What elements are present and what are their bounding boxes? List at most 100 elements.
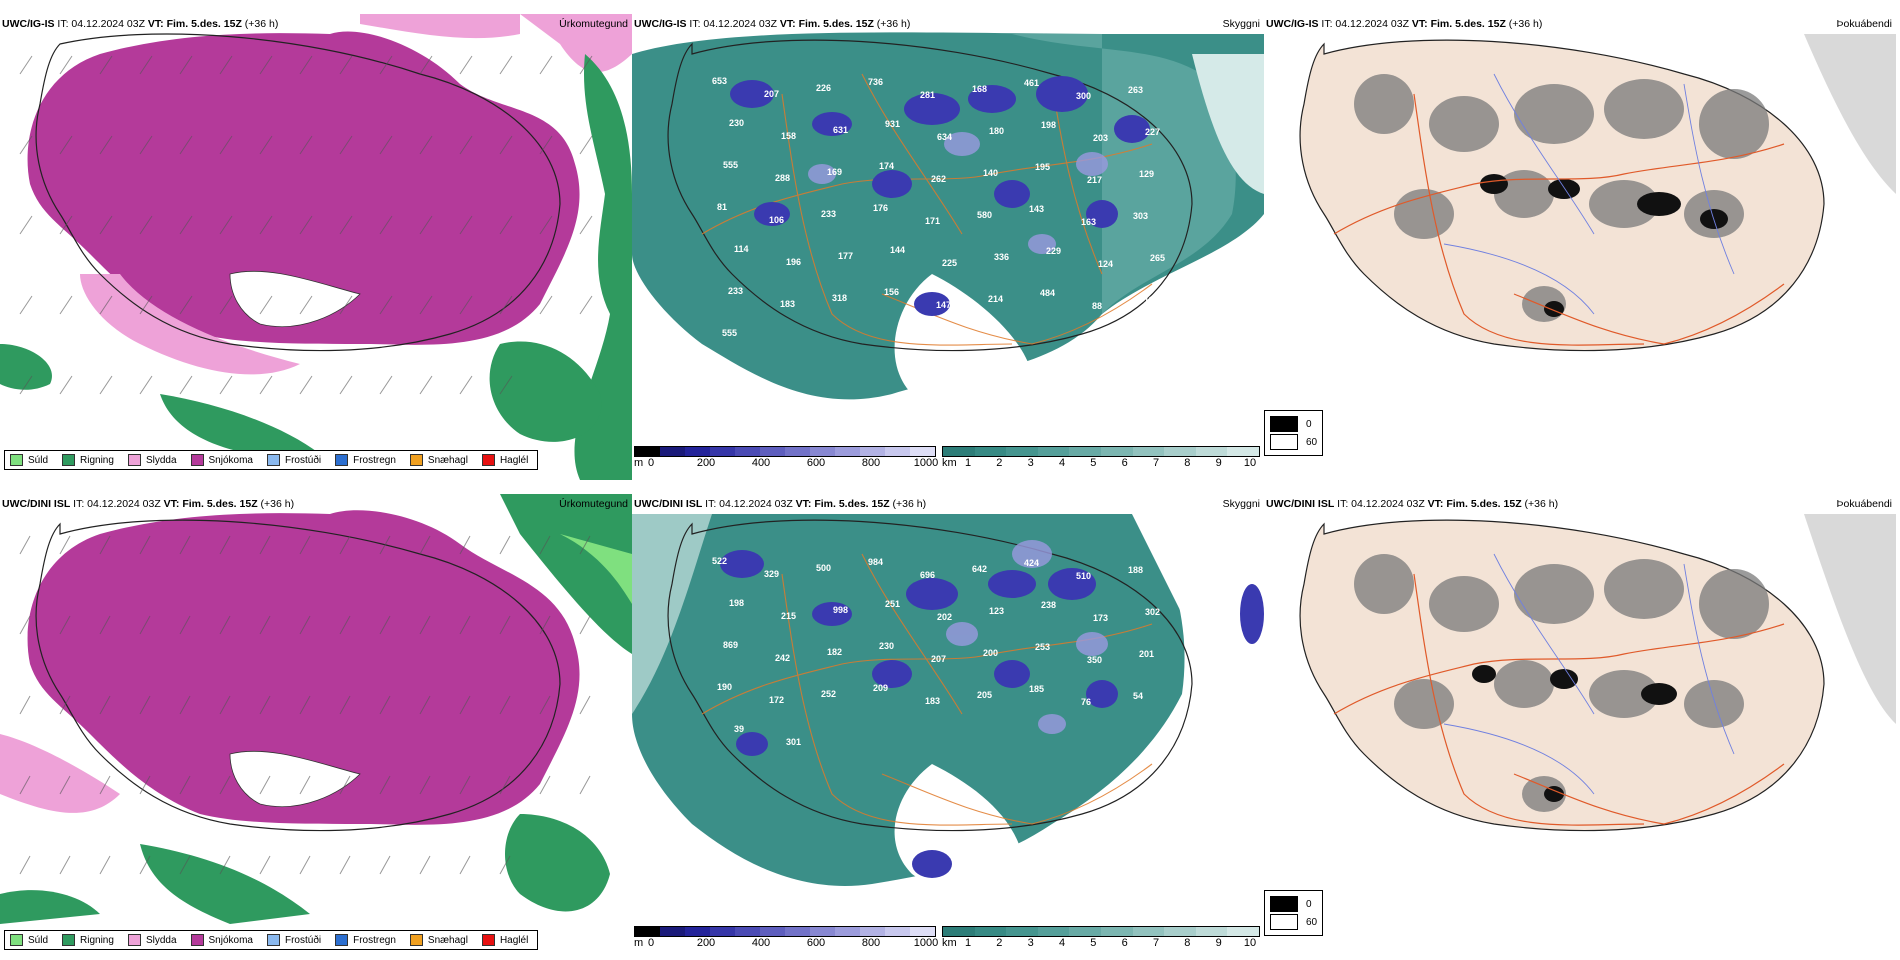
legend-label: Snjókoma [208,934,253,946]
elevation-label: 984 [868,557,883,567]
legend-item: 60 [1270,434,1317,450]
elevation-label: 119 [1144,295,1159,305]
panel-header: UWC/IG-IS IT: 04.12.2024 03Z VT: Fim. 5.… [2,18,279,30]
colorbar-tick: 2 [996,937,1003,949]
legend-item: Haglél [481,934,528,946]
elevation-label: 634 [937,132,952,142]
elevation-label: 129 [1139,169,1154,179]
legend-item: Frostúði [266,934,321,946]
legend-item: Snæhagl [409,454,468,466]
elevation-label: 54 [1133,691,1143,701]
elevation-label: 230 [879,641,894,651]
panel-title: Skyggni [1222,498,1260,510]
elevation-label: 172 [769,695,784,705]
legend-item: Snæhagl [409,934,468,946]
elevation-label: 500 [816,563,831,573]
legend-swatch [1270,896,1298,912]
elevation-label: 318 [832,293,847,303]
legend-item: Rigning [62,934,114,946]
elevation-label: 262 [931,174,946,184]
elevation-label: 251 [885,599,900,609]
legend-item: Slydda [127,934,177,946]
panel-header: UWC/DINI ISL IT: 04.12.2024 03Z VT: Fim.… [1266,498,1559,510]
colorbar-tick: 200 [696,457,716,469]
legend-label: Súld [28,454,49,466]
colorbar-tick: 9 [1215,937,1222,949]
elevation-label: 696 [920,570,935,580]
elevation-label: 461 [1024,78,1039,88]
colorbar-tick: 6 [1121,457,1128,469]
colorbar-tick: 9 [1215,457,1222,469]
legend-item: Snjókoma [190,934,253,946]
elevation-label: 580 [977,210,992,220]
legend-label: Frostúði [284,454,322,466]
legend-swatch [10,454,23,466]
cloud-visibility-panel-dini: 522 329 500 984 696 642 424 510 188 198 215 998 251 2… [632,494,1264,960]
height-colorbar: m 0 200 400 600 800 1000 [634,446,938,476]
colorbar-tick: 400 [751,937,771,949]
legend-label: 60 [1306,916,1318,928]
elevation-label: 226 [816,83,831,93]
precip-type-legend: Súld Rigning Slydda Snjókoma Frostúði Frostre… [4,450,539,470]
legend-swatch [481,934,495,946]
visibility-colorbar: km 1 2 3 4 5 6 7 8 9 10 [942,446,1260,476]
fog-index-legend: 0 60 [1264,410,1324,456]
elevation-label: 163 [1081,217,1096,227]
legend-swatch [1270,434,1298,450]
legend-item: Slydda [127,454,177,466]
elevation-label: 300 [1076,91,1091,101]
elevation-label: 182 [827,647,842,657]
elevation-label: 522 [712,556,727,566]
colorbar-tick: 5 [1090,937,1097,949]
elevation-label: 225 [942,258,957,268]
elevation-label: 233 [821,209,836,219]
colorbar-tick: 0 [647,937,655,949]
legend-swatch [127,934,141,946]
elevation-label: 198 [1041,120,1056,130]
visibility-colorbar: km 1 2 3 4 5 6 7 8 9 10 [942,926,1260,956]
legend-item: Súld [10,934,48,946]
elevation-label: 169 [827,167,842,177]
elevation-label: 188 [1128,565,1143,575]
elevation-label: 201 [1139,649,1154,659]
elevation-label: 173 [1093,613,1108,623]
legend-label: 0 [1306,418,1312,430]
elevation-label: 642 [972,564,987,574]
legend-item: 0 [1270,416,1317,432]
precip-type-legend: Súld Rigning Slydda Snjókoma Frostúði Frostre… [4,930,539,950]
elevation-label: 143 [1029,204,1044,214]
legend-item: Frostregn [335,934,396,946]
elevation-label: 176 [873,203,888,213]
legend-item: Haglél [481,454,528,466]
panel-title: Úrkomutegund [559,498,628,510]
colorbar-unit: km [942,937,957,949]
fog-index-legend: 0 60 [1264,890,1324,936]
elevation-label: 202 [937,612,952,622]
colorbar-tick: 7 [1152,457,1160,469]
legend-label: Súld [28,934,49,946]
colorbar-tick: 10 [1243,457,1257,469]
elevation-label: 124 [1098,259,1113,269]
elevation-label: 230 [729,118,744,128]
elevation-label: 207 [764,89,779,99]
legend-swatch [335,454,349,466]
elevation-label: 653 [712,76,727,86]
elevation-label: 510 [1076,571,1091,581]
colorbar-tick: 1000 [913,937,939,949]
elevation-label: 174 [879,161,894,171]
elevation-label: 180 [989,126,1004,136]
panel-title: Skyggni [1222,18,1260,30]
fog-map [1264,14,1896,480]
elevation-label: 227 [1145,127,1160,137]
elevation-label: 238 [1041,600,1056,610]
elevation-label: 177 [838,251,853,261]
legend-swatch [1270,914,1298,930]
elevation-label: 242 [775,653,790,663]
legend-item: Snjókoma [190,454,253,466]
legend-swatch [127,454,141,466]
elevation-label: 200 [983,648,998,658]
elevation-label: 183 [780,299,795,309]
elevation-label: 114 [734,244,749,254]
legend-item: Rigning [62,454,114,466]
elevation-label: 198 [729,598,744,608]
